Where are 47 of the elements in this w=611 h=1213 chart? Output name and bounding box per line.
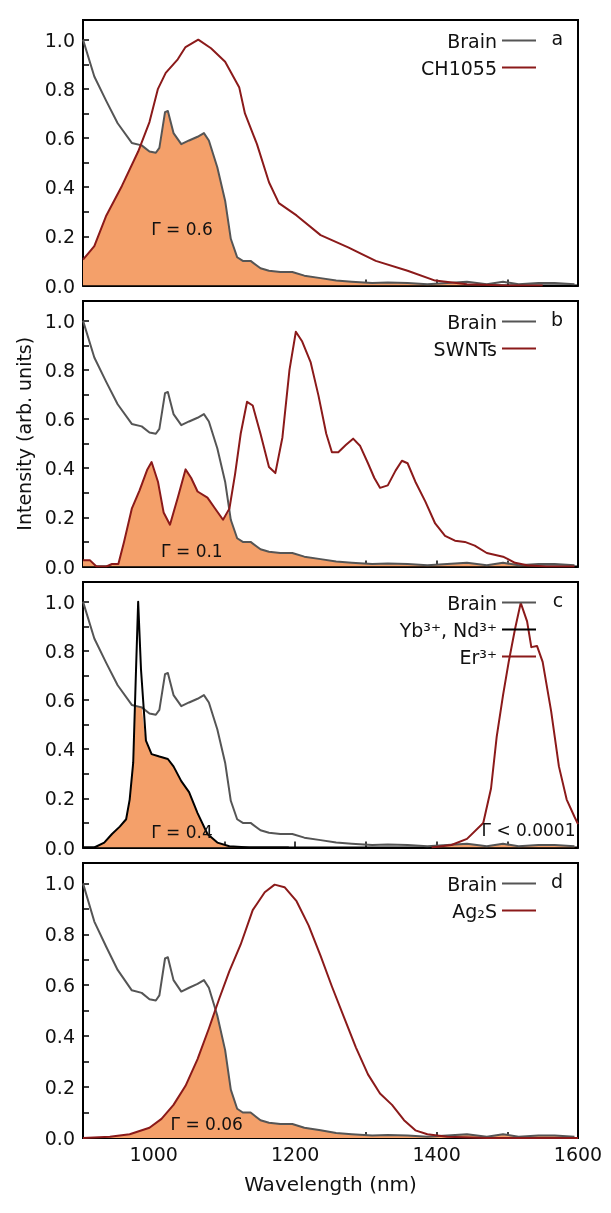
y-tick-label: 0.2 [44, 1076, 75, 1099]
y-tick-label: 0.2 [44, 506, 75, 529]
annotation: Γ = 0.6 [151, 219, 213, 239]
legend-label: SWNTs [433, 337, 497, 360]
legend-label: Brain [447, 29, 497, 52]
x-tick-label: 1000 [129, 1142, 178, 1165]
y-tick-label: 1.0 [44, 590, 75, 613]
annotation: d [551, 869, 564, 892]
legend-label: Brain [447, 310, 497, 333]
y-tick-label: 0.8 [44, 923, 75, 946]
y-tick-label: 0.8 [44, 639, 75, 662]
y-tick-label: 0.6 [44, 689, 75, 711]
legend-label: Er³⁺ [459, 645, 497, 668]
y-tick-label: 0.2 [44, 225, 75, 248]
y-tick-label: 1.0 [44, 28, 75, 51]
y-axis-title: Intensity (arb. units) [12, 336, 35, 531]
y-tick-label: 0.6 [44, 127, 75, 149]
x-tick-label: 1200 [270, 1142, 320, 1165]
y-tick-label: 0.6 [44, 974, 75, 997]
legend-label: Brain [447, 591, 497, 614]
y-tick-label: 1.0 [44, 309, 75, 332]
y-tick-label: 0.8 [44, 77, 75, 100]
legend-label: Yb³⁺, Nd³⁺ [398, 618, 497, 641]
x-tick-label: 1400 [412, 1142, 461, 1165]
annotation: Γ = 0.1 [161, 541, 223, 562]
legend-label: Ag₂S [452, 899, 497, 922]
annotation: Γ = 0.06 [170, 1114, 243, 1135]
x-axis-title: Wavelength (nm) [244, 1172, 417, 1196]
legend-label: Brain [447, 872, 497, 895]
y-tick-label: 0.4 [44, 176, 75, 199]
annotation: c [552, 588, 564, 611]
y-tick-label: 0.0 [44, 836, 75, 859]
y-tick-label: 0.2 [44, 787, 75, 810]
annotation: b [551, 307, 564, 330]
y-tick-label: 0.4 [44, 738, 75, 761]
x-tick-label: 1600 [553, 1142, 603, 1165]
y-tick-label: 1.0 [44, 872, 75, 895]
annotation: a [551, 26, 564, 49]
y-tick-label: 0.8 [44, 358, 75, 381]
y-tick-label: 0.4 [44, 1025, 75, 1048]
y-tick-label: 0.0 [44, 274, 75, 297]
annotation: Γ < 0.0001 [481, 819, 576, 840]
y-tick-label: 0.0 [44, 1127, 75, 1149]
y-tick-label: 0.4 [44, 457, 75, 480]
y-tick-label: 0.6 [44, 408, 75, 430]
legend-label: CH1055 [421, 56, 497, 79]
y-tick-label: 0.0 [44, 555, 75, 578]
